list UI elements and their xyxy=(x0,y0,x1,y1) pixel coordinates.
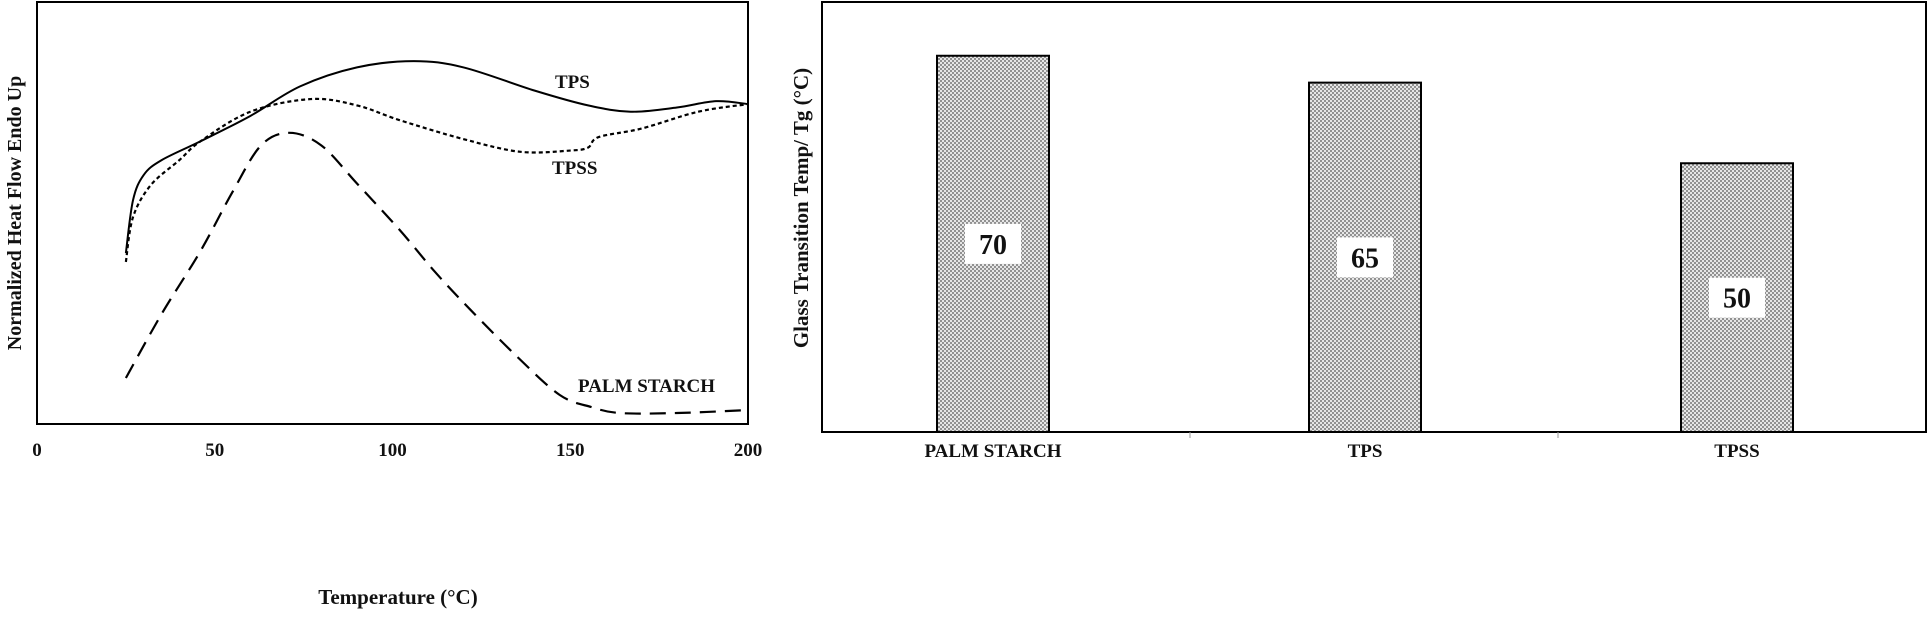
category-label: PALM STARCH xyxy=(924,441,1061,462)
category-label: TPSS xyxy=(1714,441,1759,462)
annotation-tpss: TPSS xyxy=(552,158,597,179)
x-tick-label: 150 xyxy=(556,440,585,461)
series-line-tpss xyxy=(124,97,749,263)
x-axis-label: Temperature (°C) xyxy=(318,585,477,609)
category-label: TPS xyxy=(1348,441,1383,462)
data-label-box xyxy=(1337,237,1393,278)
annotation-tps: TPS xyxy=(555,72,590,93)
data-label: 50 xyxy=(1723,284,1751,315)
x-tick-label: 0 xyxy=(32,440,42,461)
series-line-tps xyxy=(124,60,749,254)
tg-bar-chart: 70 PALM STARCH 65 TPS 50 TPSS Glass Transitio… xyxy=(789,1,1927,462)
dsc-chart: 0 50 100 150 200 TPS TPSS PALM STARCH Temper… xyxy=(4,1,763,609)
y-axis-label: Glass Transition Temp/ Tg (°C) xyxy=(789,68,813,348)
data-label-box xyxy=(965,223,1021,264)
x-tick-label: 100 xyxy=(378,440,407,461)
annotation-palm-starch: PALM STARCH xyxy=(578,376,715,397)
x-tick-label: 200 xyxy=(734,440,763,461)
data-label: 70 xyxy=(979,230,1007,261)
data-label-box xyxy=(1709,277,1765,318)
series-line-palm-starch xyxy=(124,131,749,415)
y-axis-label: Normalized Heat Flow Endo Up xyxy=(4,76,26,350)
data-label: 65 xyxy=(1351,243,1379,274)
plot-frame xyxy=(36,1,749,425)
x-tick-label: 50 xyxy=(205,440,224,461)
